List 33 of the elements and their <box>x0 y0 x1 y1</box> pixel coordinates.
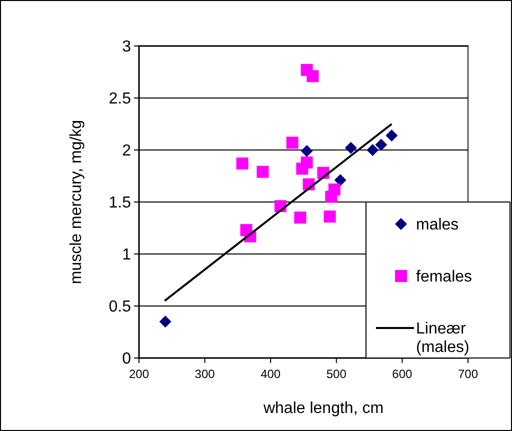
y-tick-label: 0 <box>122 350 132 368</box>
x-tick-label: 700 <box>458 367 478 381</box>
x-tick-label: 600 <box>392 367 413 381</box>
point <box>334 174 346 186</box>
point <box>300 145 313 158</box>
point <box>159 316 172 328</box>
point <box>286 136 298 149</box>
point <box>256 166 269 178</box>
x-axis-title: whale length, cm <box>262 400 384 417</box>
y-tick-label: 1 <box>122 246 132 264</box>
point <box>325 190 338 203</box>
x-tick-label: 500 <box>326 367 347 381</box>
y-tick-label: 0.5 <box>108 298 132 316</box>
point <box>296 162 308 175</box>
x-tick-label: 300 <box>194 367 216 381</box>
legend-label: females <box>416 268 472 286</box>
legend-label: Lineær (males) <box>416 320 470 356</box>
legend-label: males <box>416 216 459 234</box>
point <box>386 129 398 142</box>
point <box>294 212 306 224</box>
point <box>366 144 379 156</box>
y-tick-label: 1.5 <box>108 194 132 212</box>
y-tick-label: 2 <box>122 142 132 160</box>
point <box>306 70 319 82</box>
point <box>344 142 357 154</box>
point <box>324 210 336 223</box>
x-tick-label: 200 <box>128 367 150 381</box>
point <box>375 138 388 151</box>
y-axis-title: muscle mercury, mg/kg <box>68 120 85 284</box>
x-tick-label: 400 <box>260 367 281 381</box>
point <box>236 158 248 170</box>
y-tick-label: 2.5 <box>108 90 132 108</box>
y-tick-label: 3 <box>122 38 132 56</box>
